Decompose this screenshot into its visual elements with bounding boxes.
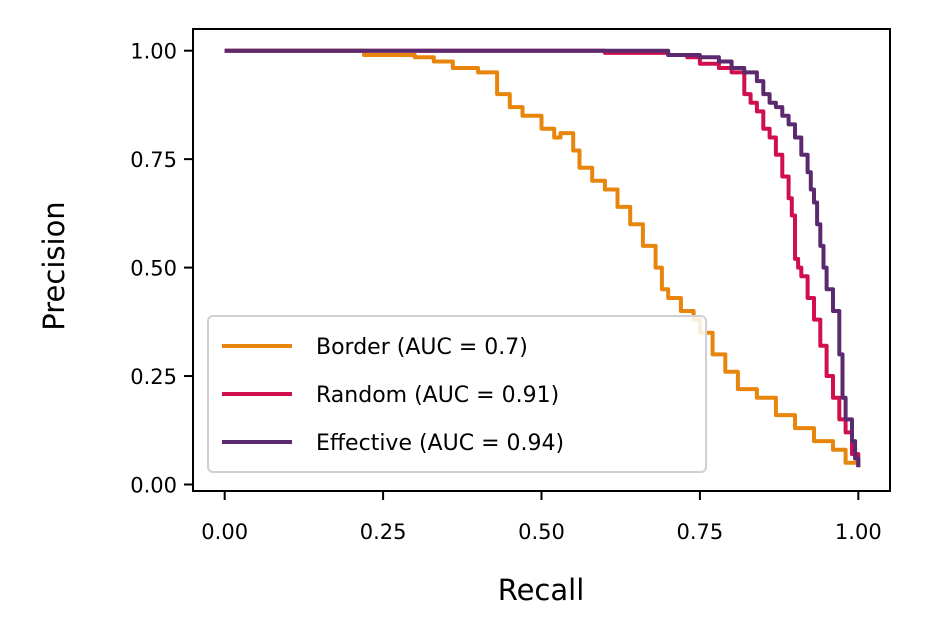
y-tick-label: 1.00: [130, 40, 177, 64]
axes-layer: 0.00 0.25 0.50 0.75 1.00 0.00 0.25 0.50 0.75 1.00: [130, 28, 891, 544]
y-axis-title: Precision: [37, 201, 71, 330]
legend-label: Effective (AUC = 0.94): [316, 431, 564, 456]
x-axis-title: Recall: [498, 573, 585, 607]
legend: Border (AUC = 0.7) Random (AUC = 0.91) Eff…: [207, 315, 707, 473]
x-tick-label: 1.00: [835, 520, 882, 544]
y-tick-label: 0.25: [130, 365, 177, 389]
legend-label: Random (AUC = 0.91): [316, 383, 559, 408]
legend-label: Border (AUC = 0.7): [316, 335, 528, 360]
legend-box: [207, 315, 707, 473]
y-tick-label: 0.75: [130, 148, 177, 172]
series-line-3: [224, 48, 861, 468]
y-tick-label: 0.50: [130, 257, 177, 281]
x-tick-label: 0.00: [201, 520, 248, 544]
x-tick-label: 0.75: [677, 520, 724, 544]
x-tick-label: 0.50: [518, 520, 565, 544]
x-tick-label: 0.25: [360, 520, 407, 544]
series-layer: [224, 48, 861, 468]
y-tick-label: 0.00: [130, 473, 177, 497]
series-line-1: [224, 48, 861, 468]
series-line-2: [224, 48, 861, 468]
